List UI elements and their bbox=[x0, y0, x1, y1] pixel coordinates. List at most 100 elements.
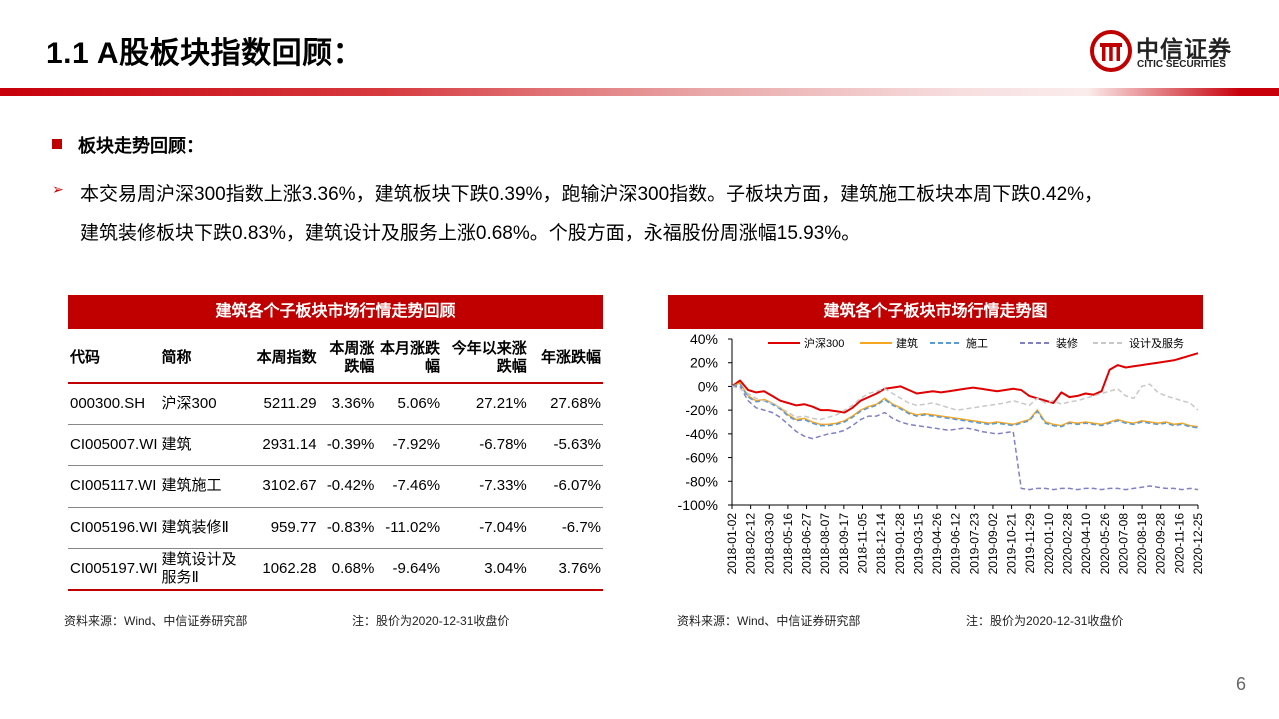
square-bullet-icon bbox=[52, 139, 62, 149]
header-divider-bar bbox=[0, 88, 1279, 96]
y-tick-label: -100% bbox=[678, 497, 718, 513]
table-header-row: 代码 简称 本周指数 本周涨跌幅 本月涨跌幅 今年以来涨跌幅 年涨跌幅 bbox=[68, 333, 603, 384]
x-tick-label: 2018-12-14 bbox=[874, 513, 888, 575]
x-tick-label: 2019-07-23 bbox=[967, 513, 981, 575]
cell-value: 1062.28 bbox=[249, 548, 319, 591]
y-tick-label: 0% bbox=[698, 378, 718, 394]
legend-label: 设计及服务 bbox=[1129, 337, 1184, 350]
col-header: 本月涨跌幅 bbox=[376, 333, 443, 384]
legend-label: 装修 bbox=[1056, 336, 1078, 350]
arrow-bullet-icon: ➢ bbox=[52, 181, 64, 197]
cell-code: CI005117.WI bbox=[68, 465, 160, 508]
cell-value: -0.83% bbox=[318, 507, 377, 550]
y-tick-label: 40% bbox=[690, 331, 718, 347]
table-source: 资料来源：Wind、中信证券研究部 bbox=[64, 614, 248, 628]
x-tick-label: 2018-09-17 bbox=[837, 513, 851, 575]
cell-code: CI005196.WI bbox=[68, 507, 160, 550]
x-tick-label: 2020-11-16 bbox=[1172, 513, 1186, 574]
cell-code: 000300.SH bbox=[68, 383, 160, 425]
y-tick-label: -80% bbox=[685, 473, 718, 489]
logo-text-en: CITIC SECURITIES bbox=[1137, 59, 1226, 70]
cell-name: 建筑 bbox=[159, 424, 250, 467]
col-header: 简称 bbox=[159, 333, 250, 384]
cell-value: 3102.67 bbox=[249, 465, 319, 508]
x-tick-label: 2020-09-28 bbox=[1154, 513, 1168, 575]
y-tick-label: 20% bbox=[690, 355, 718, 371]
x-tick-label: 2019-03-15 bbox=[911, 513, 925, 575]
col-header: 代码 bbox=[68, 333, 160, 384]
x-tick-label: 2018-01-02 bbox=[725, 513, 739, 575]
cell-value: -7.46% bbox=[376, 465, 443, 508]
legend-label: 施工 bbox=[966, 337, 988, 350]
series-line-装修 bbox=[732, 385, 1199, 491]
cell-value: 5.06% bbox=[376, 383, 443, 425]
x-tick-label: 2018-02-12 bbox=[744, 513, 758, 575]
cell-value: 3.76% bbox=[528, 548, 603, 591]
x-tick-label: 2018-03-30 bbox=[762, 513, 776, 575]
summary-paragraph: 本交易周沪深300指数上涨3.36%，建筑板块下跌0.39%，跑输沪深300指数… bbox=[80, 175, 1250, 253]
cell-value: -6.7% bbox=[528, 507, 603, 550]
x-tick-label: 2020-04-10 bbox=[1079, 513, 1093, 575]
x-tick-label: 2018-11-05 bbox=[855, 513, 869, 574]
line-chart: 40% 20% 0% -20% -40% -60% -80% -100% 2018-01-02 2… bbox=[678, 331, 1205, 575]
x-tick-label: 2018-08-07 bbox=[818, 513, 832, 575]
chart-source: 资料来源：Wind、中信证券研究部 bbox=[677, 614, 861, 628]
x-tick-label: 2018-05-16 bbox=[781, 513, 795, 575]
series-line-设计及服务 bbox=[731, 383, 1199, 421]
cell-value: -11.02% bbox=[376, 507, 443, 550]
cell-value: 2931.14 bbox=[249, 424, 319, 467]
sector-table: 代码 简称 本周指数 本周涨跌幅 本月涨跌幅 今年以来涨跌幅 年涨跌幅 0003… bbox=[68, 333, 603, 591]
cell-value: -6.07% bbox=[528, 465, 603, 508]
x-tick-label: 2018-06-27 bbox=[800, 513, 814, 575]
col-header: 年涨跌幅 bbox=[528, 333, 603, 384]
cell-value: -7.04% bbox=[442, 507, 529, 550]
legend-label: 建筑 bbox=[896, 336, 918, 350]
summary-line-1: 本交易周沪深300指数上涨3.36%，建筑板块下跌0.39%，跑输沪深300指数… bbox=[80, 184, 1104, 205]
table-row: CI005197.WI 建筑设计及服务Ⅱ 1062.28 0.68% -9.64… bbox=[68, 548, 603, 591]
x-tick-label: 2020-08-18 bbox=[1135, 513, 1149, 575]
cell-value: -7.33% bbox=[442, 465, 529, 508]
series-line-沪深300 bbox=[731, 352, 1199, 414]
y-tick-label: -20% bbox=[685, 402, 718, 418]
cell-value: 0.68% bbox=[318, 548, 377, 591]
cell-name: 建筑施工 bbox=[159, 465, 250, 508]
logo-text-cn: 中信证券 bbox=[1136, 36, 1232, 62]
chart-title: 建筑各个子板块市场行情走势图 bbox=[668, 295, 1203, 329]
cell-value: -0.42% bbox=[318, 465, 377, 508]
cell-value: -9.64% bbox=[376, 548, 443, 591]
col-header: 本周指数 bbox=[249, 333, 319, 384]
table-row: CI005007.WI 建筑 2931.14 -0.39% -7.92% -6.… bbox=[68, 424, 603, 467]
citic-emblem-icon bbox=[1090, 30, 1132, 72]
y-tick-label: -40% bbox=[685, 426, 718, 442]
cell-value: 27.68% bbox=[528, 383, 603, 425]
x-tick-label: 2020-02-28 bbox=[1061, 513, 1075, 575]
x-tick-label: 2020-01-10 bbox=[1042, 513, 1056, 575]
x-tick-label: 2020-05-26 bbox=[1098, 513, 1112, 575]
x-tick-label: 2019-04-26 bbox=[930, 513, 944, 575]
table-row: CI005196.WI 建筑装修Ⅱ 959.77 -0.83% -11.02% … bbox=[68, 507, 603, 550]
table-row: 000300.SH 沪深300 5211.29 3.36% 5.06% 27.2… bbox=[68, 383, 603, 425]
cell-name: 建筑设计及服务Ⅱ bbox=[159, 548, 250, 591]
x-tick-label: 2019-01-28 bbox=[893, 513, 907, 575]
table-note: 注：股价为2020-12-31收盘价 bbox=[352, 614, 510, 628]
series-line-建筑 bbox=[731, 382, 1199, 428]
cell-name: 建筑装修Ⅱ bbox=[159, 507, 250, 550]
table-title: 建筑各个子板块市场行情走势回顾 bbox=[68, 295, 603, 329]
legend-label: 沪深300 bbox=[804, 336, 844, 350]
cell-name: 沪深300 bbox=[159, 383, 250, 425]
cell-value: -7.92% bbox=[376, 424, 443, 467]
cell-value: -6.78% bbox=[442, 424, 529, 467]
section-heading: 板块走势回顾： bbox=[78, 136, 204, 156]
x-tick-label: 2019-09-02 bbox=[986, 513, 1000, 575]
x-tick-label: 2019-06-12 bbox=[949, 513, 963, 575]
col-header: 本周涨跌幅 bbox=[318, 333, 377, 384]
x-tick-label: 2019-10-21 bbox=[1005, 513, 1019, 575]
cell-value: -5.63% bbox=[528, 424, 603, 467]
x-tick-label: 2020-07-08 bbox=[1116, 513, 1130, 575]
page-number: 6 bbox=[1236, 674, 1247, 694]
cell-code: CI005007.WI bbox=[68, 424, 160, 467]
page-title: 1.1 A股板块指数回顾： bbox=[46, 37, 364, 70]
col-header: 今年以来涨跌幅 bbox=[442, 333, 529, 384]
cell-value: 3.36% bbox=[318, 383, 377, 425]
cell-value: 5211.29 bbox=[249, 383, 319, 425]
